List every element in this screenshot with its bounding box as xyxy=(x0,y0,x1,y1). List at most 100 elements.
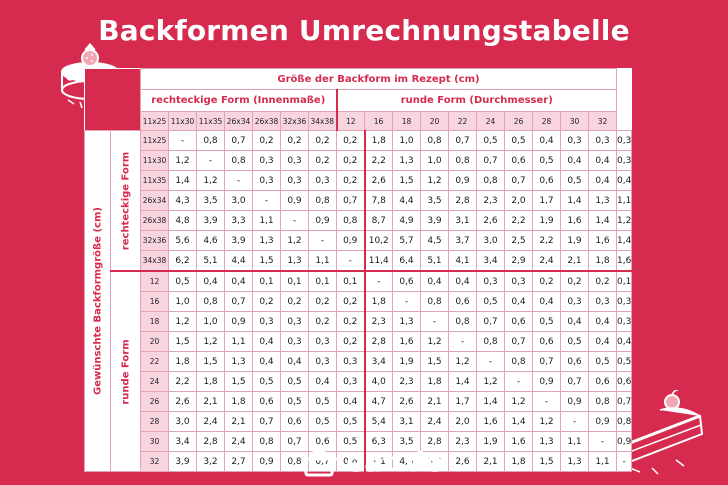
row-header: 30 xyxy=(140,431,169,452)
table-cell: 0,9 xyxy=(532,371,561,392)
table-cell: 0,2 xyxy=(336,311,365,332)
table-cell: 1,4 xyxy=(615,230,633,251)
table-cell: 0,4 xyxy=(560,311,589,332)
table-cell: 0,3 xyxy=(615,291,633,312)
table-cell: 5,1 xyxy=(196,250,225,272)
table-cell: 2,3 xyxy=(363,311,393,332)
table-cell: 11,4 xyxy=(363,250,393,272)
table-cell: 1,2 xyxy=(168,150,197,171)
table-cell: 0,4 xyxy=(615,170,633,191)
table-cell: 0,8 xyxy=(224,150,253,171)
row-header: 12 xyxy=(140,270,169,292)
table-cell: 3,0 xyxy=(224,190,253,211)
table-cell: - xyxy=(532,391,561,412)
table-cell: 1,2 xyxy=(196,331,225,352)
table-cell: 0,3 xyxy=(280,331,309,352)
round-form-header: runde Form (Durchmesser) xyxy=(335,89,617,112)
row-header: 34x38 xyxy=(140,250,169,272)
table-cell: 1,2 xyxy=(532,411,561,432)
table-cell: 3,3 xyxy=(224,210,253,231)
table-cell: 0,3 xyxy=(588,291,617,312)
table-cell: 0,4 xyxy=(336,391,365,412)
table-cell: 0,6 xyxy=(532,170,561,191)
table-cell: 0,9 xyxy=(308,210,337,231)
column-header: 34x38 xyxy=(308,111,337,131)
table-cell: 0,8 xyxy=(476,331,505,352)
table-cell: 1,6 xyxy=(392,331,421,352)
table-cell: 0,3 xyxy=(280,170,309,191)
table-cell: 1,8 xyxy=(196,371,225,392)
side-label: Gewünschte Backformgröße (cm) xyxy=(84,130,111,472)
table-cell: 0,7 xyxy=(615,391,633,412)
table-row: Gewünschte Backformgröße (cm) rechteckige… xyxy=(84,130,633,472)
table-cell: 3,9 xyxy=(168,451,197,472)
table-cell: 0,7 xyxy=(252,411,281,432)
rect-form-header: rechteckige Form (Innenmaße) xyxy=(140,89,337,112)
rect-row-group-text: rechteckige Form xyxy=(120,151,131,250)
table-cell: 2,2 xyxy=(504,210,533,231)
table-cell: 1,4 xyxy=(476,391,505,412)
table-cell: 2,4 xyxy=(224,431,253,452)
row-header: 24 xyxy=(140,371,169,392)
column-header: 30 xyxy=(560,111,589,131)
table-cell: 0,2 xyxy=(336,150,365,171)
table-cell: 3,4 xyxy=(476,250,505,272)
conversion-table: Größe der Backform im Rezept (cm) rechte… xyxy=(84,68,633,472)
table-cell: 0,6 xyxy=(504,150,533,171)
table-row: runde Form 12 0,5 0,4 0,4 0,1 0,1 0,1 0,1-0,6 0,4… xyxy=(85,270,633,472)
table-cell: 1,3 xyxy=(252,230,281,251)
table-cell: 1,1 xyxy=(560,431,589,452)
table-row: 26x34 4,3 3,5 3,0-0,9 0,8 0,7 7,8 4,4 3,5 2,8 2,3 2… xyxy=(85,190,633,211)
table-cell: 0,5 xyxy=(168,270,197,292)
table-cell: 1,0 xyxy=(196,311,225,332)
table-cell: - xyxy=(224,170,253,191)
table-cell: 0,3 xyxy=(504,270,533,292)
table-cell: 1,1 xyxy=(252,210,281,231)
table-cell: 0,4 xyxy=(588,170,617,191)
table-cell: 1,3 xyxy=(224,351,253,372)
table-cell: 0,3 xyxy=(560,291,589,312)
table-cell: 3,5 xyxy=(420,190,449,211)
table-cell: - xyxy=(476,351,505,372)
row-header: 32 xyxy=(140,451,169,472)
table-cell: - xyxy=(168,130,197,151)
column-header: 32x36 xyxy=(280,111,309,131)
rect-row-group-label: rechteckige Form xyxy=(110,130,141,272)
table-cell: 2,6 xyxy=(448,451,477,472)
table-cell: 0,4 xyxy=(615,331,633,352)
column-header: 20 xyxy=(420,111,449,131)
table-cell: 0,4 xyxy=(196,270,225,292)
table-cell: 1,9 xyxy=(392,351,421,372)
table-cell: 1,7 xyxy=(448,391,477,412)
table-cell: 0,1 xyxy=(252,270,281,292)
table-cell: 2,6 xyxy=(392,391,421,412)
table-cell: 0,4 xyxy=(588,311,617,332)
table-cell: 2,2 xyxy=(168,371,197,392)
table-cell: 1,6 xyxy=(504,431,533,452)
table-cell: 0,2 xyxy=(308,130,337,151)
table-cell: 2,4 xyxy=(420,411,449,432)
table-row: 16 1,0 0,8 0,7 0,2 0,2 0,2 0,2 1,8-0,8 0,6 0,5 0,4 0… xyxy=(85,291,633,312)
table-cell: 1,7 xyxy=(532,190,561,211)
page-title: Backformen Umrechnungstabelle xyxy=(98,14,630,47)
table-cell: 0,8 xyxy=(252,431,281,452)
table-cell: 0,3 xyxy=(308,331,337,352)
table-cell: 2,6 xyxy=(168,391,197,412)
table-cell: 3,4 xyxy=(168,431,197,452)
table-cell: 1,1 xyxy=(224,331,253,352)
table-cell: 0,4 xyxy=(224,270,253,292)
table-cell: 1,2 xyxy=(476,371,505,392)
table-cell: 0,3 xyxy=(252,150,281,171)
table-cell: 0,9 xyxy=(336,230,365,251)
column-header: 28 xyxy=(532,111,561,131)
table-cell: 3,9 xyxy=(224,230,253,251)
table-cell: 0,1 xyxy=(308,270,337,292)
table-cell: - xyxy=(392,291,421,312)
table-cell: 3,4 xyxy=(363,351,393,372)
table-cell: 0,4 xyxy=(420,270,449,292)
table-cell: 1,5 xyxy=(252,250,281,272)
round-row-group-text: runde Form xyxy=(120,338,131,405)
table-cell: - xyxy=(280,210,309,231)
table-row: 11x30 1,2-0,8 0,3 0,3 0,2 0,2 2,2 1,3 1,0 0,8 0,7 0… xyxy=(85,150,633,171)
table-cell: 1,3 xyxy=(532,431,561,452)
